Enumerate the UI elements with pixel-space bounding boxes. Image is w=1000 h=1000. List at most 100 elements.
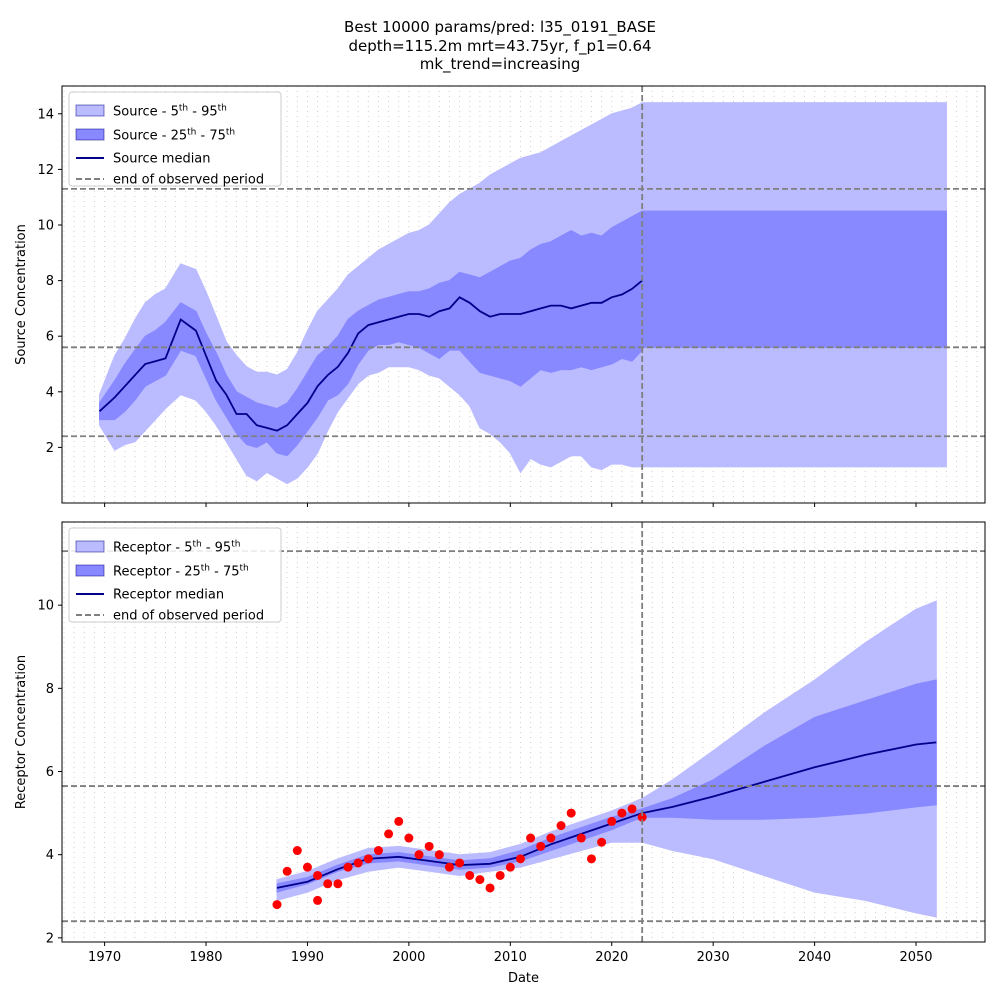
observation-point bbox=[556, 821, 566, 831]
y-tick-label: 8 bbox=[46, 682, 54, 697]
x-tick-label: 2040 bbox=[798, 950, 831, 965]
y-tick-label: 8 bbox=[46, 274, 54, 289]
chart-title-line-1: Best 10000 params/pred: l35_0191_BASE bbox=[344, 18, 656, 37]
observation-point bbox=[424, 841, 434, 851]
legend-swatch-inner bbox=[75, 564, 105, 577]
x-tick-label: 2050 bbox=[899, 950, 932, 965]
legend-text-part: - 75 bbox=[196, 129, 226, 144]
legend-text-part: - 95 bbox=[188, 105, 218, 120]
y-tick-label: 6 bbox=[46, 330, 54, 345]
y-tick-label: 4 bbox=[46, 385, 54, 400]
x-tick-label: 1990 bbox=[291, 950, 324, 965]
legend-label: Receptor median bbox=[113, 588, 224, 603]
legend-box bbox=[68, 527, 282, 623]
observation-point bbox=[333, 879, 343, 889]
observation-point bbox=[394, 816, 404, 826]
x-axis-label: Date bbox=[508, 971, 539, 986]
observation-point bbox=[597, 837, 607, 847]
y-tick-label: 10 bbox=[37, 219, 54, 234]
legend-superscript: th bbox=[218, 104, 227, 114]
observation-point bbox=[495, 870, 505, 880]
observation-point bbox=[526, 833, 536, 843]
legend-superscript: th bbox=[187, 128, 196, 138]
y-tick-label: 2 bbox=[46, 441, 54, 456]
y-tick-label: 2 bbox=[46, 931, 54, 946]
legend-swatch-inner bbox=[75, 128, 105, 141]
y-axis-label: Source Concentration bbox=[14, 224, 29, 365]
y-axis-label: Receptor Concentration bbox=[14, 655, 29, 809]
legend-text-part: Receptor median bbox=[113, 588, 224, 603]
y-tick-label: 6 bbox=[46, 765, 54, 780]
legend-superscript: th bbox=[192, 540, 201, 550]
observation-point bbox=[444, 862, 454, 872]
observation-point bbox=[384, 829, 394, 839]
observation-point bbox=[353, 858, 363, 868]
observation-point bbox=[272, 900, 282, 910]
observation-point bbox=[313, 870, 323, 880]
legend-superscript: th bbox=[179, 104, 188, 114]
plot-area bbox=[62, 86, 985, 503]
receptor-panel: 1970 1980 1990 2000 2010 2020 2030 2040 2050 2 4 6 8… bbox=[14, 521, 986, 986]
legend-superscript: th bbox=[239, 564, 248, 574]
legend-label: Source median bbox=[113, 152, 211, 167]
x-tick-label: 1970 bbox=[88, 950, 121, 965]
band-5-95 bbox=[276, 600, 937, 918]
observation-points bbox=[272, 804, 647, 910]
observation-point bbox=[302, 862, 312, 872]
observation-point bbox=[546, 833, 556, 843]
observation-point bbox=[536, 841, 546, 851]
legend-label: Source - 25th - 75th bbox=[113, 128, 235, 144]
y-tick-label: 12 bbox=[37, 163, 54, 178]
observation-point bbox=[627, 804, 637, 814]
observation-point bbox=[485, 883, 495, 893]
legend-label: Receptor - 5th - 95th bbox=[113, 540, 240, 556]
observation-point bbox=[576, 833, 586, 843]
legend-text-part: end of observed period bbox=[113, 609, 264, 624]
observation-point bbox=[373, 846, 383, 856]
legend-text-part: Receptor - 25 bbox=[113, 565, 201, 580]
observation-point bbox=[282, 866, 292, 876]
observation-point bbox=[617, 808, 627, 818]
x-tick-label: 2030 bbox=[697, 950, 730, 965]
legend-text-part: Source median bbox=[113, 152, 211, 167]
observation-point bbox=[323, 879, 333, 889]
observation-point bbox=[475, 875, 485, 885]
observation-point bbox=[363, 854, 373, 864]
legend-text-part: end of observed period bbox=[113, 173, 264, 188]
plot-area bbox=[62, 522, 985, 942]
x-tick-label: 2020 bbox=[595, 950, 628, 965]
legend-text-part: Receptor - 5 bbox=[113, 541, 192, 556]
median-line bbox=[276, 741, 937, 889]
legend-superscript: th bbox=[231, 540, 240, 550]
legend-swatch-outer bbox=[75, 540, 105, 553]
legend-superscript: th bbox=[201, 564, 210, 574]
source-panel: 2 4 6 8 10 12 14 Source Concentration Source - 5… bbox=[14, 85, 986, 507]
observation-point bbox=[505, 862, 515, 872]
legend-label: Source - 5th - 95th bbox=[113, 104, 227, 120]
observation-point bbox=[566, 808, 576, 818]
legend-box bbox=[68, 91, 282, 187]
observation-point bbox=[343, 862, 353, 872]
legend-label: end of observed period bbox=[113, 173, 264, 188]
legend-text-part: - 75 bbox=[210, 565, 240, 580]
observation-point bbox=[313, 895, 323, 905]
observation-point bbox=[455, 858, 465, 868]
observation-point bbox=[292, 846, 302, 856]
y-tick-label: 10 bbox=[37, 599, 54, 614]
legend-text-part: - 95 bbox=[202, 541, 232, 556]
x-tick-label: 2010 bbox=[494, 950, 527, 965]
observation-point bbox=[637, 812, 647, 822]
y-tick-label: 14 bbox=[37, 107, 54, 122]
legend-text-part: Source - 25 bbox=[113, 129, 187, 144]
observation-point bbox=[434, 850, 444, 860]
observation-point bbox=[586, 854, 596, 864]
legend-label: Receptor - 25th - 75th bbox=[113, 564, 249, 580]
observation-point bbox=[515, 854, 525, 864]
chart-title-line-3: mk_trend=increasing bbox=[420, 55, 581, 74]
x-tick-label: 2000 bbox=[392, 950, 425, 965]
x-tick-label: 1980 bbox=[189, 950, 222, 965]
